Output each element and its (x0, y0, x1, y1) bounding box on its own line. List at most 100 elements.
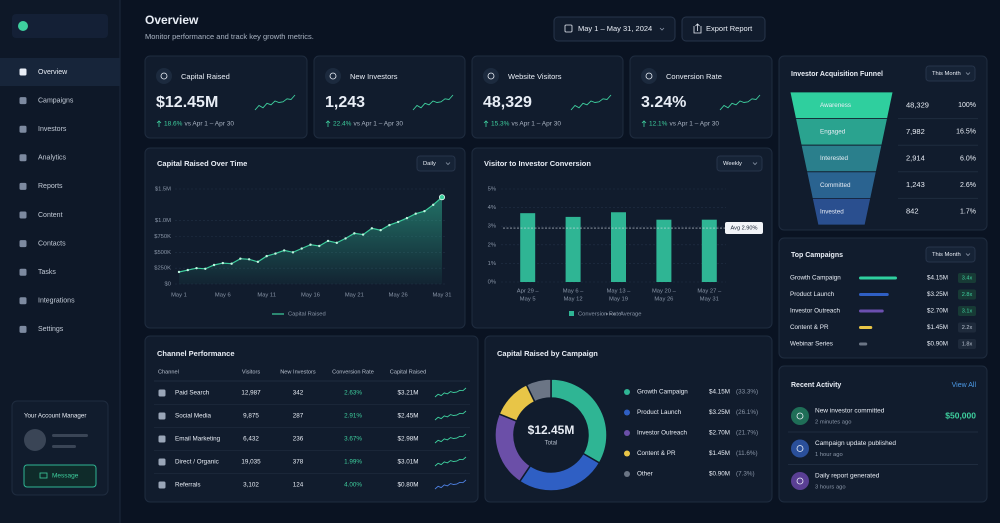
roi-label: 3.1x (962, 308, 973, 314)
dropdown-label[interactable]: This Month (932, 71, 961, 77)
message-label[interactable]: Message (52, 473, 79, 480)
point (432, 203, 435, 207)
legend-share: (7.3%) (736, 471, 755, 478)
donut-center-value: $12.45M (528, 423, 575, 437)
funnel-stage (811, 198, 872, 226)
x-tick-label: May 31 (432, 293, 451, 299)
nav-item[interactable]: Contacts (38, 240, 66, 247)
bar (520, 213, 536, 282)
point (256, 260, 260, 264)
x-tick-label: May 13 – (607, 289, 632, 295)
legend-label: Content & PR (637, 450, 676, 457)
nav-item[interactable]: Content (38, 212, 63, 219)
kpi-comparison: vs Apr 1 – Apr 30 (353, 121, 403, 128)
card-title: Recent Activity (791, 382, 841, 389)
point (274, 252, 277, 255)
chart-title: Capital Raised by Campaign (497, 349, 598, 358)
activity-title: Daily report generated (815, 473, 880, 480)
logo-box (12, 14, 108, 38)
table-cell: 342 (293, 390, 304, 397)
x-tick-label: May 1 (171, 293, 187, 299)
kpi-value: 48,329 (483, 94, 532, 111)
dropdown-label[interactable]: Daily (423, 161, 436, 167)
icon (158, 412, 166, 420)
kpi-value: 1,243 (325, 94, 365, 111)
y-tick-label: $500K (154, 250, 171, 256)
card (471, 55, 624, 139)
card (144, 55, 308, 139)
funnel-count: 1,243 (906, 180, 925, 189)
nav-item[interactable]: Overview (38, 69, 68, 76)
nav-item[interactable]: Investors (38, 126, 67, 133)
point (318, 244, 321, 248)
point (300, 247, 303, 250)
x-tick-label: May 20 – (652, 289, 677, 295)
card (144, 335, 479, 503)
date-button[interactable] (553, 16, 676, 42)
dropdown-label[interactable]: Weekly (723, 161, 742, 167)
message-button[interactable] (23, 464, 97, 488)
dropdown[interactable] (925, 246, 976, 263)
point (283, 249, 286, 252)
table-cell: 19,035 (241, 459, 261, 466)
table-cell: $2.45M (397, 413, 418, 420)
dropdown-label[interactable]: This Month (932, 252, 961, 258)
roi-badge (958, 306, 976, 316)
icon (19, 325, 27, 333)
nav-item[interactable]: Analytics (38, 155, 67, 162)
roi-label: 1.8x (962, 341, 973, 347)
kpi-comparison: vs Apr 1 – Apr 30 (669, 121, 719, 128)
dropdown[interactable] (716, 155, 763, 172)
activity-icon (791, 439, 809, 458)
date-range[interactable]: May 1 – May 31, 2024 (578, 24, 652, 33)
bar (859, 309, 884, 313)
icon (19, 297, 27, 305)
legend-amount: $3.25M (709, 409, 730, 416)
x-tick-label: May 16 (301, 293, 320, 299)
y-tick-label: $250K (154, 266, 171, 272)
point (291, 251, 295, 254)
legend-label: Conversion Rate (578, 312, 621, 318)
kpi-label: Website Visitors (508, 72, 562, 81)
card (629, 55, 773, 139)
column-header: Conversion Rate (332, 369, 374, 375)
icon (19, 154, 27, 162)
activity-glyph (796, 445, 804, 452)
point (212, 263, 216, 267)
x-tick-label: May 12 (564, 297, 583, 303)
kpi-value: $12.45M (156, 94, 218, 111)
table-cell: Direct / Organic (175, 459, 219, 466)
y-tick-label: 1% (488, 261, 496, 267)
dropdown[interactable] (416, 155, 456, 172)
nav-item[interactable]: Campaigns (38, 97, 74, 104)
icon (19, 211, 27, 219)
y-tick-label: $0 (165, 282, 171, 288)
point (230, 262, 233, 265)
view-all-link[interactable]: View All (952, 382, 977, 389)
nav-item[interactable]: Integrations (38, 298, 75, 305)
dropdown[interactable] (925, 65, 976, 82)
sparkline (434, 479, 467, 490)
point (247, 258, 251, 261)
legend-label: Other (637, 471, 653, 478)
point (204, 267, 207, 270)
point (438, 194, 445, 201)
nav-item[interactable]: Settings (38, 326, 64, 333)
y-tick-label: 3% (488, 224, 496, 230)
export-label[interactable]: Export Report (706, 24, 753, 33)
nav-item[interactable]: Reports (38, 183, 63, 190)
export-button[interactable] (681, 16, 766, 42)
column-header: Capital Raised (390, 369, 426, 375)
funnel-count: 842 (906, 207, 919, 216)
table-title: Channel Performance (157, 349, 235, 358)
funnel-share: 1.7% (960, 209, 976, 216)
page-title: Overview (145, 13, 199, 27)
funnel-share: 6.0% (960, 155, 976, 162)
table-cell: 2.91% (344, 413, 362, 420)
table-cell: 2.63% (344, 390, 362, 397)
nav-item[interactable]: Tasks (38, 269, 56, 276)
chevron-icon (965, 72, 971, 76)
campaign-amount: $3.25M (927, 291, 948, 298)
table-cell: 124 (293, 482, 304, 489)
chevron-icon (752, 162, 758, 166)
